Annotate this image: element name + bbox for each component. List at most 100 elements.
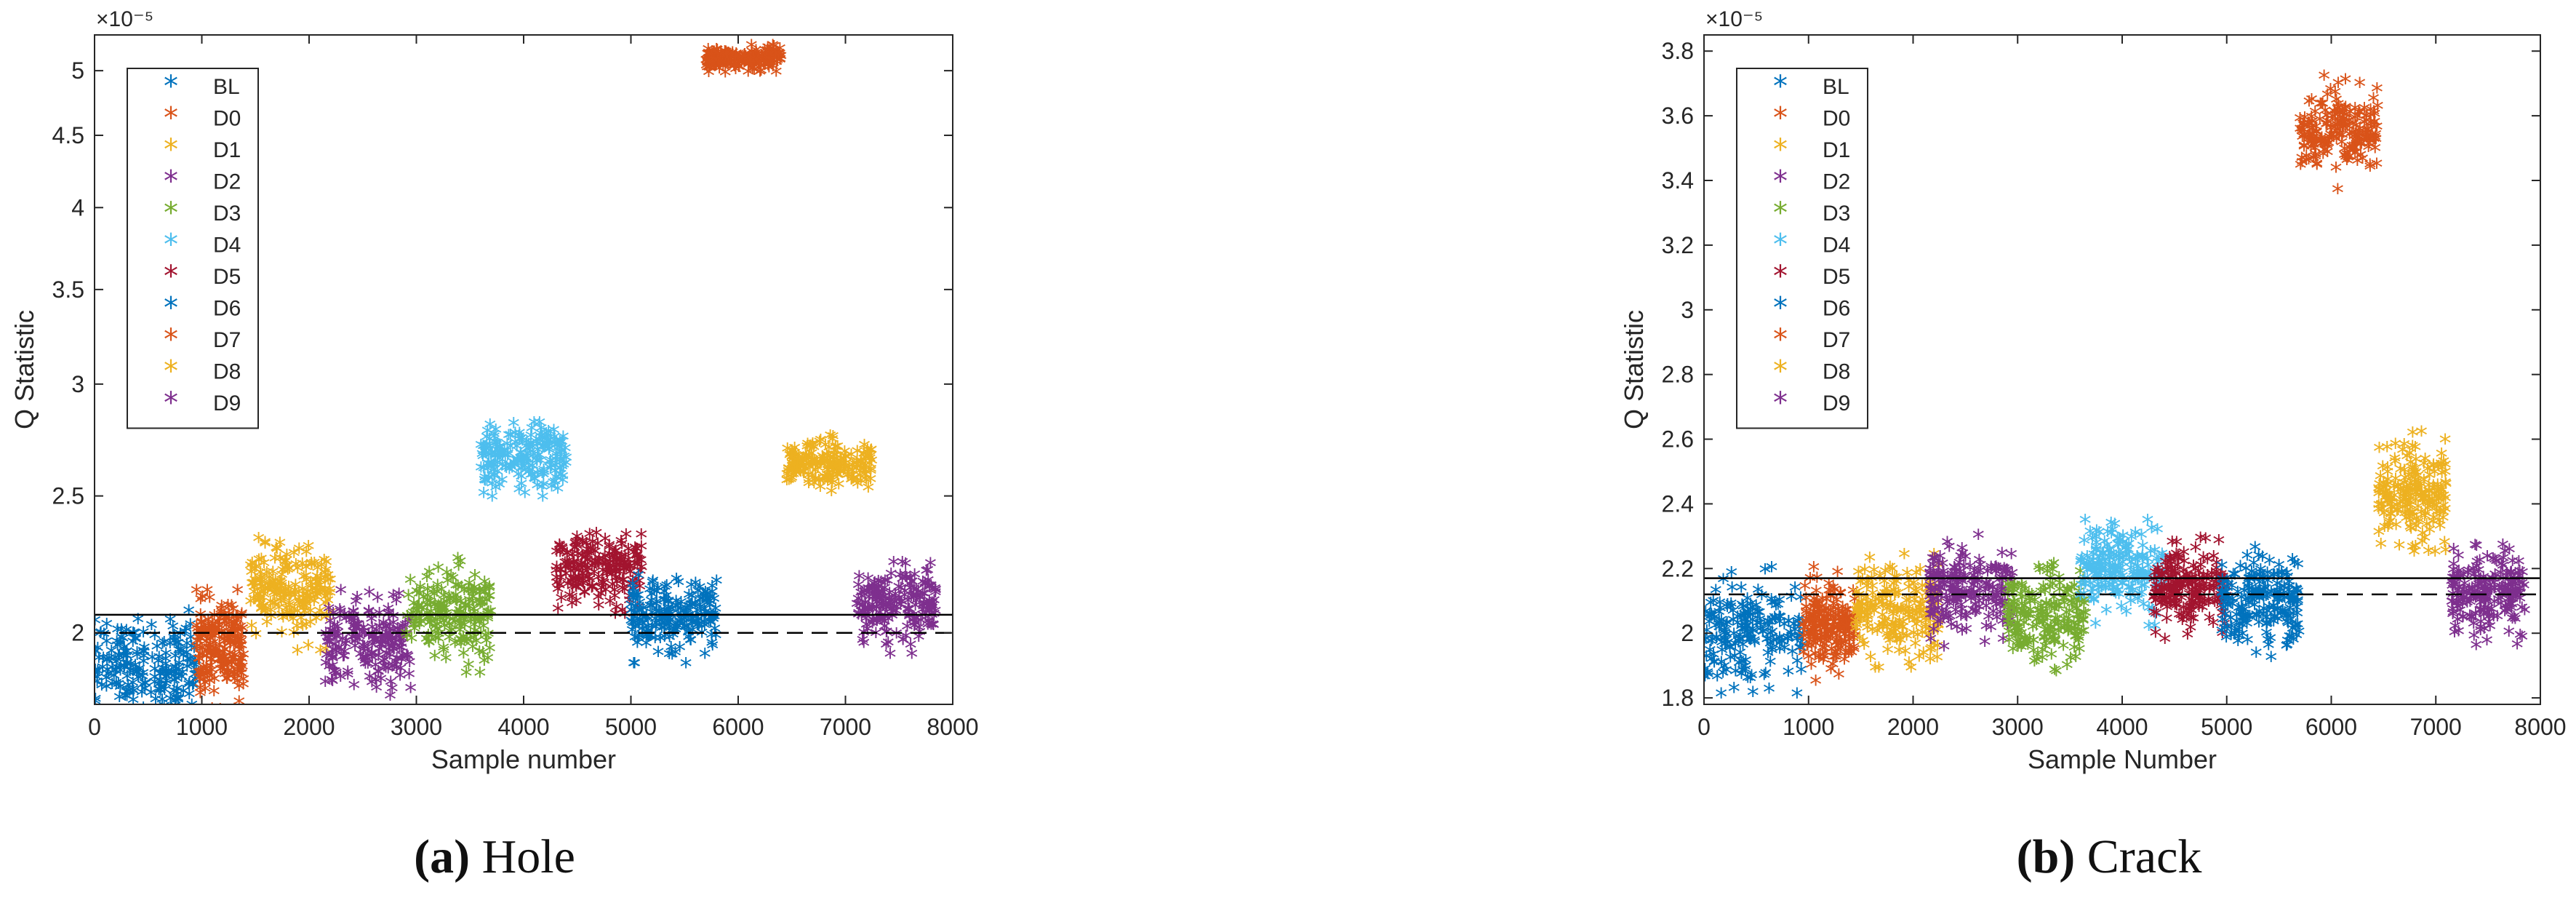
point: * (111, 619, 124, 648)
point: * (191, 637, 203, 666)
caption-b-text: Crack (2087, 830, 2202, 883)
point: * (708, 605, 721, 635)
point: * (145, 683, 157, 712)
point: * (267, 561, 279, 590)
point: * (206, 613, 218, 643)
point: * (226, 652, 239, 681)
point: * (194, 637, 207, 666)
legend-label: D1 (213, 138, 241, 162)
point: * (228, 698, 241, 727)
y-tick-label: 2.4 (1662, 490, 1694, 517)
legend-marker: * (1773, 102, 1788, 135)
point: * (185, 636, 198, 665)
point: * (304, 585, 316, 614)
point: * (190, 659, 202, 688)
point: * (220, 703, 232, 732)
point: * (236, 663, 248, 692)
point: * (289, 554, 302, 583)
y-tick-label: 3 (1681, 297, 1694, 323)
point: * (200, 631, 212, 660)
legend-marker: * (1773, 323, 1788, 357)
point: * (97, 648, 110, 677)
point: * (170, 681, 183, 710)
point: * (126, 679, 138, 708)
point: * (1797, 642, 1809, 671)
point: * (120, 645, 132, 675)
point: * (269, 548, 281, 577)
point: * (216, 651, 228, 680)
point: * (160, 659, 172, 688)
point: * (127, 680, 140, 709)
point: * (168, 670, 180, 699)
point: * (228, 623, 241, 652)
point: * (827, 426, 839, 455)
point: * (255, 597, 268, 626)
point: * (166, 661, 178, 691)
point: * (1713, 612, 1726, 641)
point: * (168, 680, 180, 709)
point: * (496, 469, 508, 498)
point: * (237, 644, 249, 673)
point: * (95, 675, 108, 704)
point: * (208, 605, 220, 634)
point: * (297, 584, 310, 613)
point: * (320, 560, 332, 589)
point: * (204, 643, 217, 672)
point: * (310, 578, 322, 608)
point: * (297, 591, 309, 620)
point: * (305, 576, 317, 605)
point: * (124, 680, 136, 709)
point: * (324, 569, 337, 598)
point: * (348, 616, 361, 645)
legend: * BL* D0* D1* D2* D3* D4* D5* D6* D7* D8* D9 (1736, 68, 1868, 429)
point: * (324, 578, 336, 608)
point: * (204, 628, 216, 657)
point: * (268, 582, 280, 611)
point: * (262, 578, 274, 607)
point: * (154, 680, 167, 709)
point: * (118, 637, 130, 666)
point: * (2197, 576, 2209, 605)
point: * (193, 662, 205, 691)
point: * (159, 680, 171, 709)
point: * (283, 583, 295, 612)
point: * (184, 613, 196, 643)
caption-a: (a) Hole (414, 830, 575, 885)
point: * (297, 616, 309, 645)
point: * (255, 576, 268, 605)
point: * (111, 631, 123, 660)
point: * (223, 610, 236, 639)
point: * (137, 675, 149, 704)
point: * (1747, 682, 1759, 711)
legend-marker: * (164, 70, 178, 103)
point: * (169, 645, 182, 675)
point: * (247, 589, 260, 618)
point: * (1889, 567, 1901, 596)
point: * (172, 640, 185, 669)
point: * (137, 651, 150, 680)
point: * (153, 679, 165, 708)
legend-label: D7 (213, 328, 241, 352)
y-tick-label: 3.8 (1662, 38, 1694, 64)
point: * (380, 615, 392, 644)
point: * (202, 613, 215, 643)
point: * (188, 664, 201, 693)
point: * (1818, 646, 1831, 675)
point: * (2271, 608, 2284, 637)
point: * (274, 572, 287, 601)
point: * (217, 648, 230, 677)
point: * (173, 663, 185, 692)
point: * (222, 661, 234, 690)
point: * (255, 581, 267, 610)
point: * (184, 649, 196, 678)
point: * (293, 591, 305, 620)
x-tick-label: 2000 (1887, 714, 1939, 740)
point: * (320, 639, 332, 668)
point: * (156, 633, 169, 662)
point: * (1711, 666, 1724, 695)
point: * (235, 631, 247, 660)
point: * (210, 637, 223, 667)
point: * (164, 632, 176, 661)
point: * (268, 576, 281, 605)
point: * (164, 688, 177, 717)
